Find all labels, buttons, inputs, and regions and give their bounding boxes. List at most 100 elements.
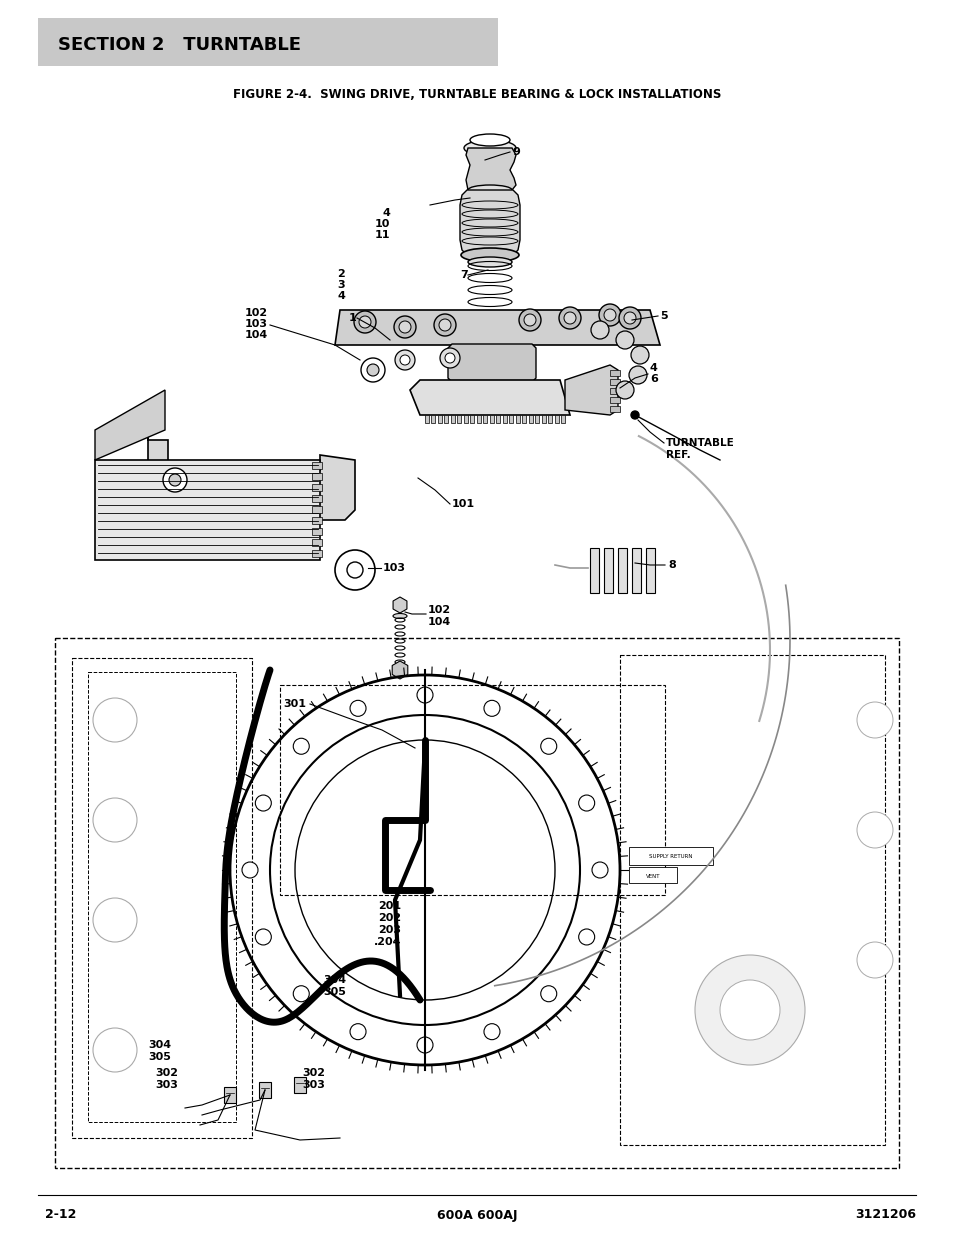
- Text: 4: 4: [649, 363, 658, 373]
- FancyBboxPatch shape: [603, 548, 613, 593]
- Circle shape: [630, 346, 648, 364]
- Circle shape: [540, 739, 557, 755]
- Polygon shape: [95, 459, 319, 559]
- Text: VENT: VENT: [645, 873, 659, 878]
- Text: 1: 1: [348, 312, 355, 324]
- Ellipse shape: [468, 185, 512, 195]
- FancyBboxPatch shape: [444, 415, 448, 424]
- FancyBboxPatch shape: [312, 550, 322, 557]
- FancyBboxPatch shape: [529, 415, 533, 424]
- FancyBboxPatch shape: [258, 1082, 271, 1098]
- Circle shape: [540, 986, 557, 1002]
- FancyBboxPatch shape: [496, 415, 500, 424]
- Polygon shape: [95, 390, 165, 459]
- FancyBboxPatch shape: [294, 1077, 306, 1093]
- Circle shape: [395, 350, 415, 370]
- Circle shape: [350, 1024, 366, 1040]
- Text: 303: 303: [302, 1079, 325, 1091]
- Text: 302: 302: [302, 1068, 325, 1078]
- Circle shape: [354, 311, 375, 333]
- FancyBboxPatch shape: [490, 415, 494, 424]
- FancyBboxPatch shape: [609, 396, 619, 403]
- Circle shape: [598, 304, 620, 326]
- Text: 10: 10: [375, 219, 390, 228]
- FancyBboxPatch shape: [312, 517, 322, 524]
- FancyBboxPatch shape: [555, 415, 558, 424]
- Text: 9: 9: [512, 147, 519, 157]
- Circle shape: [360, 358, 385, 382]
- Text: 3121206: 3121206: [854, 1209, 915, 1221]
- Text: 303: 303: [154, 1079, 177, 1091]
- Text: 202: 202: [377, 913, 400, 923]
- Circle shape: [628, 366, 646, 384]
- Circle shape: [618, 308, 640, 329]
- Polygon shape: [448, 345, 536, 382]
- FancyBboxPatch shape: [431, 415, 435, 424]
- Text: 2-12: 2-12: [45, 1209, 76, 1221]
- Circle shape: [347, 562, 363, 578]
- Circle shape: [293, 739, 309, 755]
- Circle shape: [242, 862, 257, 878]
- Text: .204: .204: [374, 937, 401, 947]
- FancyBboxPatch shape: [470, 415, 474, 424]
- FancyBboxPatch shape: [631, 548, 640, 593]
- FancyBboxPatch shape: [609, 406, 619, 412]
- Circle shape: [398, 321, 411, 333]
- Circle shape: [294, 740, 555, 1000]
- Circle shape: [438, 319, 451, 331]
- Circle shape: [590, 321, 608, 338]
- Circle shape: [439, 348, 459, 368]
- Ellipse shape: [460, 248, 518, 262]
- Circle shape: [92, 1028, 137, 1072]
- FancyBboxPatch shape: [561, 415, 565, 424]
- Circle shape: [350, 700, 366, 716]
- FancyBboxPatch shape: [618, 548, 626, 593]
- Circle shape: [856, 942, 892, 978]
- Circle shape: [695, 955, 804, 1065]
- Circle shape: [603, 309, 616, 321]
- Circle shape: [523, 314, 536, 326]
- FancyBboxPatch shape: [312, 529, 322, 535]
- FancyBboxPatch shape: [541, 415, 545, 424]
- Circle shape: [616, 382, 634, 399]
- Circle shape: [623, 312, 636, 324]
- FancyBboxPatch shape: [457, 415, 461, 424]
- Text: 104: 104: [245, 330, 268, 340]
- Circle shape: [255, 929, 271, 945]
- FancyBboxPatch shape: [424, 415, 429, 424]
- Text: 201: 201: [377, 902, 400, 911]
- Text: 6: 6: [649, 374, 658, 384]
- Text: 304: 304: [323, 974, 346, 986]
- FancyBboxPatch shape: [628, 847, 712, 864]
- Ellipse shape: [468, 257, 512, 267]
- FancyBboxPatch shape: [476, 415, 480, 424]
- FancyBboxPatch shape: [645, 548, 655, 593]
- Text: 11: 11: [375, 230, 390, 240]
- Text: 203: 203: [377, 925, 400, 935]
- Circle shape: [563, 312, 576, 324]
- Polygon shape: [465, 148, 516, 190]
- FancyBboxPatch shape: [38, 19, 497, 65]
- FancyBboxPatch shape: [463, 415, 468, 424]
- Text: 302: 302: [154, 1068, 178, 1078]
- Text: 4: 4: [336, 291, 345, 301]
- Ellipse shape: [470, 135, 510, 146]
- Text: 7: 7: [459, 270, 468, 280]
- FancyBboxPatch shape: [312, 495, 322, 501]
- Circle shape: [163, 468, 187, 492]
- Circle shape: [92, 798, 137, 842]
- Circle shape: [720, 981, 780, 1040]
- Circle shape: [616, 331, 634, 350]
- Circle shape: [416, 687, 433, 703]
- FancyBboxPatch shape: [451, 415, 455, 424]
- Text: TURNTABLE: TURNTABLE: [665, 438, 734, 448]
- Circle shape: [169, 474, 181, 487]
- Circle shape: [293, 986, 309, 1002]
- FancyBboxPatch shape: [224, 1087, 235, 1103]
- FancyBboxPatch shape: [609, 370, 619, 375]
- Circle shape: [578, 795, 594, 811]
- FancyBboxPatch shape: [609, 388, 619, 394]
- Text: 103: 103: [382, 563, 406, 573]
- Circle shape: [444, 353, 455, 363]
- Circle shape: [578, 929, 594, 945]
